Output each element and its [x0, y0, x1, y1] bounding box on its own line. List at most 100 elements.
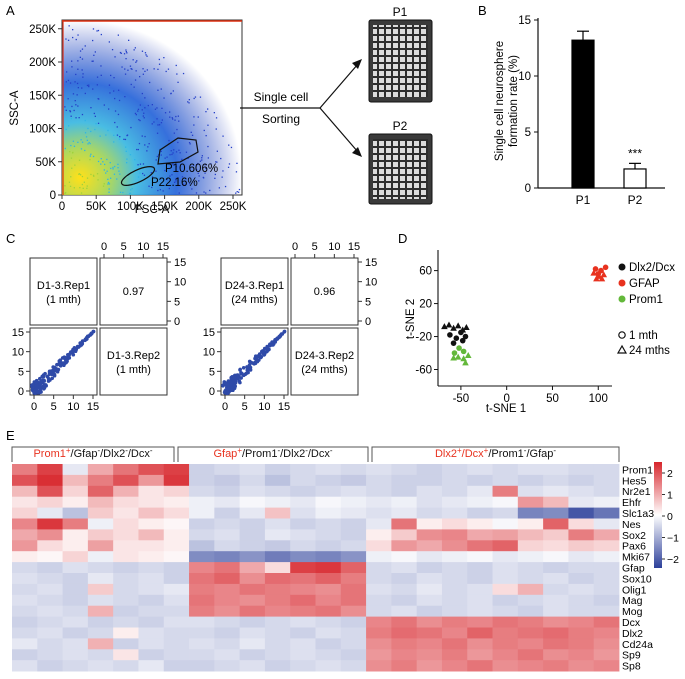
heatmap-cell — [391, 496, 418, 508]
flow-event — [179, 152, 181, 154]
flow-event — [156, 118, 158, 120]
flow-event — [105, 134, 107, 136]
flow-event — [161, 107, 163, 109]
bar-ylabel-2: formation rate (%) — [508, 55, 520, 147]
flow-event — [145, 54, 147, 56]
scatter-point — [223, 389, 227, 393]
flow-event — [124, 96, 126, 98]
heatmap-cell — [315, 540, 342, 552]
heatmap-cell — [239, 649, 266, 661]
flow-event — [113, 77, 115, 79]
flow-event — [164, 112, 167, 114]
gene-label: Dcx — [622, 617, 641, 629]
flow-event — [82, 187, 84, 189]
flow-event — [100, 163, 102, 165]
heatmap-cell — [62, 540, 89, 552]
matrix-right-tick-label: 10 — [174, 277, 186, 289]
matrix-right-tick-label: 0 — [174, 316, 180, 328]
flow-event — [81, 175, 84, 178]
panel-a: A P10.606% P22.16% 0 50K 100K 150K 200K 250K0… — [6, 3, 433, 216]
heatmap-cell — [340, 583, 367, 596]
heatmap-cell — [12, 627, 38, 639]
flow-event — [175, 64, 177, 67]
flow-event — [148, 143, 150, 145]
flow-event — [110, 177, 112, 179]
heatmap-cell — [315, 638, 342, 650]
heatmap-cell — [467, 616, 493, 628]
flow-event — [84, 149, 86, 152]
heatmap-cell — [163, 583, 190, 596]
matrix-left-tick-label: 10 — [203, 347, 215, 359]
heatmap-cell — [264, 485, 291, 498]
heatmap-cell — [340, 496, 367, 508]
flow-event — [113, 134, 115, 136]
density-field — [62, 20, 242, 195]
heatmap-cell — [492, 605, 519, 617]
heatmap-cell — [214, 529, 241, 541]
flow-event — [201, 157, 203, 159]
flow-event — [175, 178, 177, 180]
label-superscript: - — [97, 446, 100, 455]
flow-event — [222, 170, 224, 172]
flow-event — [74, 100, 76, 102]
heatmap-cell — [62, 573, 89, 585]
heatmap-cell — [416, 605, 443, 617]
label-segment: /Prom1 — [488, 448, 523, 460]
flow-event — [175, 151, 178, 153]
flow-event — [126, 134, 128, 137]
flow-event — [210, 163, 212, 165]
flow-event — [71, 105, 73, 108]
flow-event — [125, 150, 127, 152]
heatmap-cell — [416, 529, 443, 541]
heatmap-cell — [568, 627, 595, 639]
heatmap-cell — [113, 583, 139, 596]
flow-event — [70, 115, 72, 117]
heatmap-cell — [87, 660, 114, 672]
flow-event — [81, 141, 84, 143]
flow-event — [134, 47, 136, 49]
gene-label: Sox10 — [622, 573, 652, 585]
flow-event — [151, 186, 153, 189]
heatmap-cell — [366, 627, 392, 639]
flow-event — [71, 60, 73, 62]
flow-event — [163, 97, 165, 99]
heatmap-cell — [340, 562, 367, 574]
flow-event — [134, 112, 137, 115]
flow-event — [164, 169, 166, 172]
flow-event — [97, 29, 100, 32]
flow-event — [106, 170, 108, 172]
heatmap-cell — [12, 583, 38, 596]
flow-event — [197, 116, 199, 118]
flow-event — [137, 176, 140, 178]
flow-event — [166, 178, 168, 181]
heatmap-cell — [113, 660, 139, 672]
tsne-point — [453, 335, 460, 341]
heatmap-cell — [441, 605, 468, 617]
colorbar-tick-label: 2 — [667, 468, 673, 480]
heatmap-cell — [264, 649, 291, 661]
flow-event — [102, 185, 105, 187]
heatmap-cell — [467, 649, 493, 661]
heatmap-cell — [163, 594, 190, 607]
heatmap-cell — [391, 540, 418, 552]
matrix-label-box-2 — [290, 327, 359, 396]
tsne-point — [450, 354, 457, 361]
gene-label: Hes5 — [622, 475, 647, 487]
flow-event — [66, 71, 68, 73]
heatmap-cell — [264, 638, 291, 650]
matrix-left-tick-label: 15 — [203, 327, 215, 339]
flow-ytick-label: 250K — [29, 24, 56, 36]
scatter-point — [79, 341, 84, 346]
heatmap-cell — [138, 529, 165, 541]
bar-category-label: P2 — [628, 193, 643, 207]
flow-event — [144, 107, 146, 109]
flow-event — [155, 159, 157, 161]
scatter-point — [55, 367, 60, 372]
heatmap-cell — [37, 660, 63, 672]
flow-xtick-label: 200K — [185, 201, 212, 213]
matrix-top-tick-label: 5 — [312, 241, 318, 253]
scatter-point — [282, 329, 287, 334]
flow-event — [144, 97, 146, 99]
heatmap-cell — [568, 496, 595, 508]
flow-event — [171, 153, 173, 156]
